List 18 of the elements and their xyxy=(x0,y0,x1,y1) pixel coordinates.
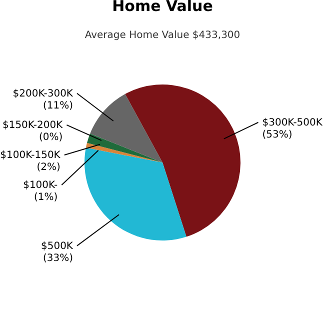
pie-slice xyxy=(86,142,162,162)
category-label: $150K-200K xyxy=(2,120,63,131)
pie-slice xyxy=(87,134,162,162)
chart-subtitle: Average Home Value $433,300 xyxy=(84,30,240,41)
data-label: (2%) xyxy=(36,162,60,173)
slice-label: $100K-150K xyxy=(0,150,61,161)
data-label: (33%) xyxy=(42,252,74,264)
pie-slice xyxy=(84,148,186,240)
slice-label: $300K-500K xyxy=(262,117,323,128)
data-label: (11%) xyxy=(42,100,74,112)
slice-label: $100K- xyxy=(23,180,58,191)
text: (0%) xyxy=(39,132,63,143)
data-label: (53%) xyxy=(262,129,292,140)
slice-label: $500K xyxy=(40,240,74,252)
pie-slice xyxy=(125,84,240,237)
pie-slice xyxy=(90,94,162,162)
data-label: (1%) xyxy=(34,192,58,203)
slice-label: $200K-300K xyxy=(12,88,74,100)
